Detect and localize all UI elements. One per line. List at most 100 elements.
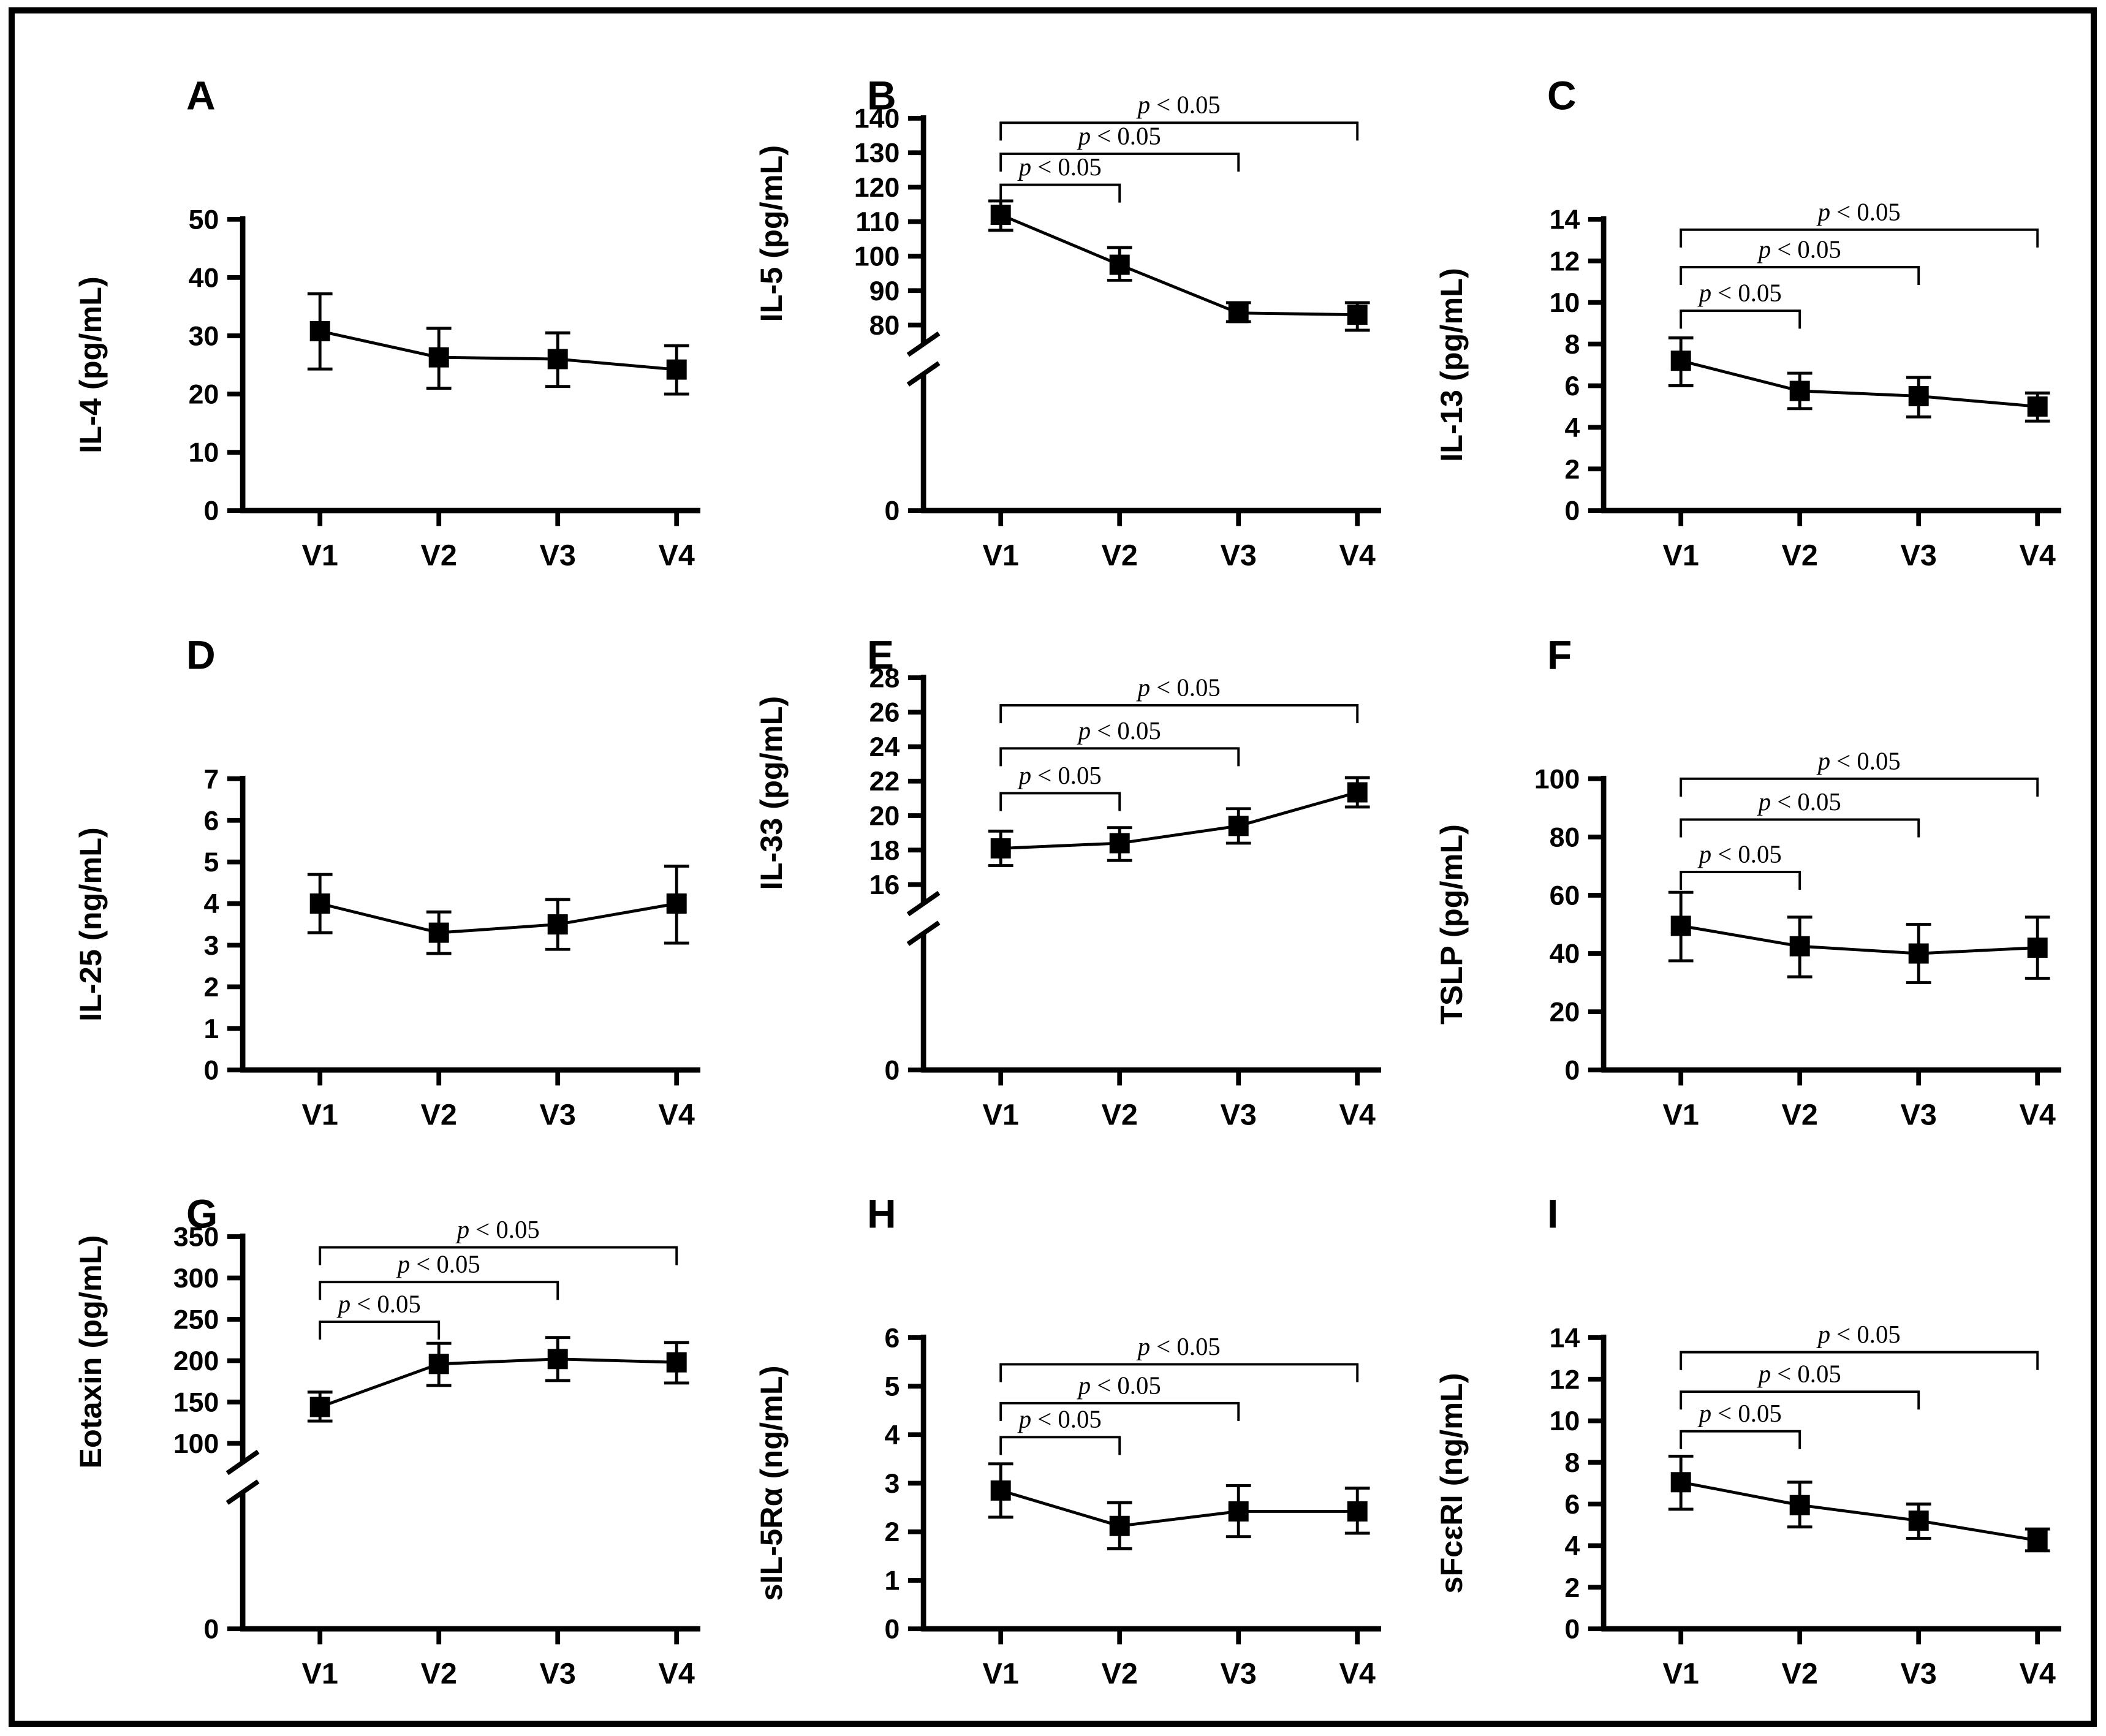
data-point-marker [1347, 782, 1368, 803]
y-tick-label: 22 [869, 767, 900, 797]
y-axis-title: IL-4 (pg/mL) [73, 276, 108, 453]
y-tick-label: 6 [203, 806, 219, 836]
x-tick-label: V4 [1339, 539, 1375, 572]
series-line [319, 901, 677, 934]
y-ticks [1588, 776, 1604, 1072]
x-tick-label: V4 [2020, 1098, 2056, 1131]
sig-label: p < 0.05 [455, 1216, 540, 1243]
y-tick-label: 4 [203, 889, 219, 919]
sig-label: p < 0.05 [1076, 122, 1161, 150]
y-tick-label: 0 [203, 1615, 219, 1645]
series-markers [990, 204, 1368, 325]
panel-a: A 0 10 20 30 40 50 V1 V2 V3 V4 IL-4 (pg/mL) [47, 39, 727, 599]
data-point-marker [1671, 351, 1692, 371]
y-tick-label: 24 [869, 732, 900, 762]
error-bars [307, 292, 689, 396]
y-ticks [907, 116, 923, 514]
sig-label: p < 0.05 [1757, 235, 1841, 263]
panel-e-chart: E 16 18 20 22 24 26 28 0 V1 V2 V3 V4 IL-33 (pg/mL) p <… [754, 632, 1381, 1131]
sig-label: p < 0.05 [1135, 1333, 1220, 1360]
sig-label: p < 0.05 [1816, 1321, 1901, 1348]
sig-label: p < 0.05 [1135, 91, 1220, 119]
y-tick-label: 4 [884, 1420, 900, 1450]
axis-break-icon [906, 890, 941, 946]
y-axis-title: sFcεRI (ng/mL) [1434, 1373, 1469, 1594]
panel-letter: A [186, 72, 216, 118]
sig-bracket [999, 183, 1121, 203]
y-tick-label: 20 [189, 380, 219, 410]
x-tick-label: V2 [1101, 1098, 1137, 1131]
y-tick-label: 2 [203, 972, 219, 1003]
y-tick-label: 18 [869, 835, 900, 865]
x-tick-labels: V1 V2 V3 V4 [1663, 539, 2056, 572]
sig-bracket [999, 152, 1240, 172]
series-line [319, 330, 677, 371]
data-point-marker [547, 914, 568, 934]
panel-e: E 16 18 20 22 24 26 28 0 V1 V2 V3 V4 IL-33 (pg/mL) p <… [727, 599, 1408, 1158]
y-tick-label: 10 [189, 438, 219, 468]
y-tick-label: 60 [1550, 881, 1580, 911]
data-point-marker [1347, 305, 1368, 325]
sig-bracket [319, 1321, 441, 1340]
sig-label: p < 0.05 [336, 1291, 421, 1318]
x-tick-labels: V1 V2 V3 V4 [1663, 1098, 2056, 1131]
x-tick-label: V1 [1663, 1098, 1699, 1131]
x-tick-label: V3 [1901, 1098, 1937, 1131]
y-ticks [907, 1335, 923, 1632]
y-tick-label: 0 [884, 1615, 900, 1645]
error-bars [307, 1336, 689, 1423]
y-tick-labels: 0 1 2 3 4 5 6 7 [203, 764, 219, 1085]
data-point-marker [1228, 1501, 1249, 1522]
y-ticks [227, 1234, 243, 1632]
axis-break-icon [225, 1450, 260, 1506]
sig-label: p < 0.05 [1135, 673, 1220, 701]
data-point-marker [1228, 303, 1249, 324]
panel-c-chart: C 0 2 4 6 8 10 12 14 V1 V2 V3 V4 IL-13 (pg/mL) p < 0.0… [1434, 72, 2062, 572]
series-markers [309, 893, 687, 943]
panel-letter: H [867, 1191, 896, 1237]
data-point-marker [1909, 1510, 1930, 1531]
y-tick-label: 10 [1550, 288, 1580, 318]
data-point-marker [666, 893, 687, 914]
panel-letter: C [1547, 72, 1577, 118]
axis-break-icon [906, 331, 941, 387]
x-tick-label: V3 [1220, 1098, 1256, 1131]
y-tick-label: 40 [1550, 939, 1580, 969]
y-tick-label: 100 [173, 1429, 219, 1459]
y-tick-label: 110 [855, 207, 900, 237]
panel-h: H 0 1 2 3 4 5 6 V1 V2 V3 V4 sIL-5Rα (ng/mL) p < 0.05 p… [727, 1158, 1408, 1717]
x-tick-labels: V1 V2 V3 V4 [1663, 1658, 2056, 1691]
panel-b-chart: B 80 90 100 110 120 130 140 0 V1 V2 V3 V4 IL-5 (pg/mL… [754, 72, 1381, 572]
x-ticks [1678, 1069, 2040, 1086]
sig-bracket [1680, 777, 2039, 797]
panel-c: C 0 2 4 6 8 10 12 14 V1 V2 V3 V4 IL-13 (pg/mL) p < 0.0… [1407, 39, 2088, 599]
y-tick-label: 12 [1550, 246, 1580, 276]
error-bars [1669, 890, 2050, 984]
x-tick-label: V3 [540, 539, 576, 572]
x-tick-label: V4 [659, 539, 695, 572]
panel-d-chart: D 0 1 2 3 4 5 6 7 V1 V2 V3 V4 IL-25 (ng/mL) [73, 632, 701, 1131]
data-point-marker [428, 347, 449, 368]
data-point-marker [428, 1354, 449, 1374]
series-markers [309, 1349, 687, 1417]
sig-label: p < 0.05 [1017, 153, 1101, 181]
panel-b: B 80 90 100 110 120 130 140 0 V1 V2 V3 V4 IL-5 (pg/mL… [727, 39, 1408, 599]
x-tick-label: V2 [1101, 539, 1137, 572]
sig-bracket [1680, 1390, 1920, 1410]
data-point-marker [1671, 915, 1692, 936]
x-ticks [1678, 510, 2040, 526]
x-tick-label: V1 [302, 1098, 338, 1131]
sig-bracket [319, 1246, 678, 1265]
y-tick-label: 5 [203, 847, 219, 877]
y-tick-label: 1 [203, 1014, 219, 1044]
y-axis-title: IL-5 (pg/mL) [754, 145, 789, 322]
y-tick-label: 250 [173, 1305, 219, 1335]
series-line [1681, 924, 2038, 955]
panel-letter: F [1547, 632, 1572, 677]
sig-bracket [999, 1363, 1358, 1382]
sig-bracket [1680, 1351, 2039, 1371]
y-tick-labels: 0 10 20 30 40 50 [189, 205, 219, 526]
y-tick-labels: 0 2 4 6 8 10 12 14 [1550, 1324, 1580, 1645]
y-tick-label: 100 [854, 242, 900, 272]
data-point-marker [990, 838, 1011, 859]
